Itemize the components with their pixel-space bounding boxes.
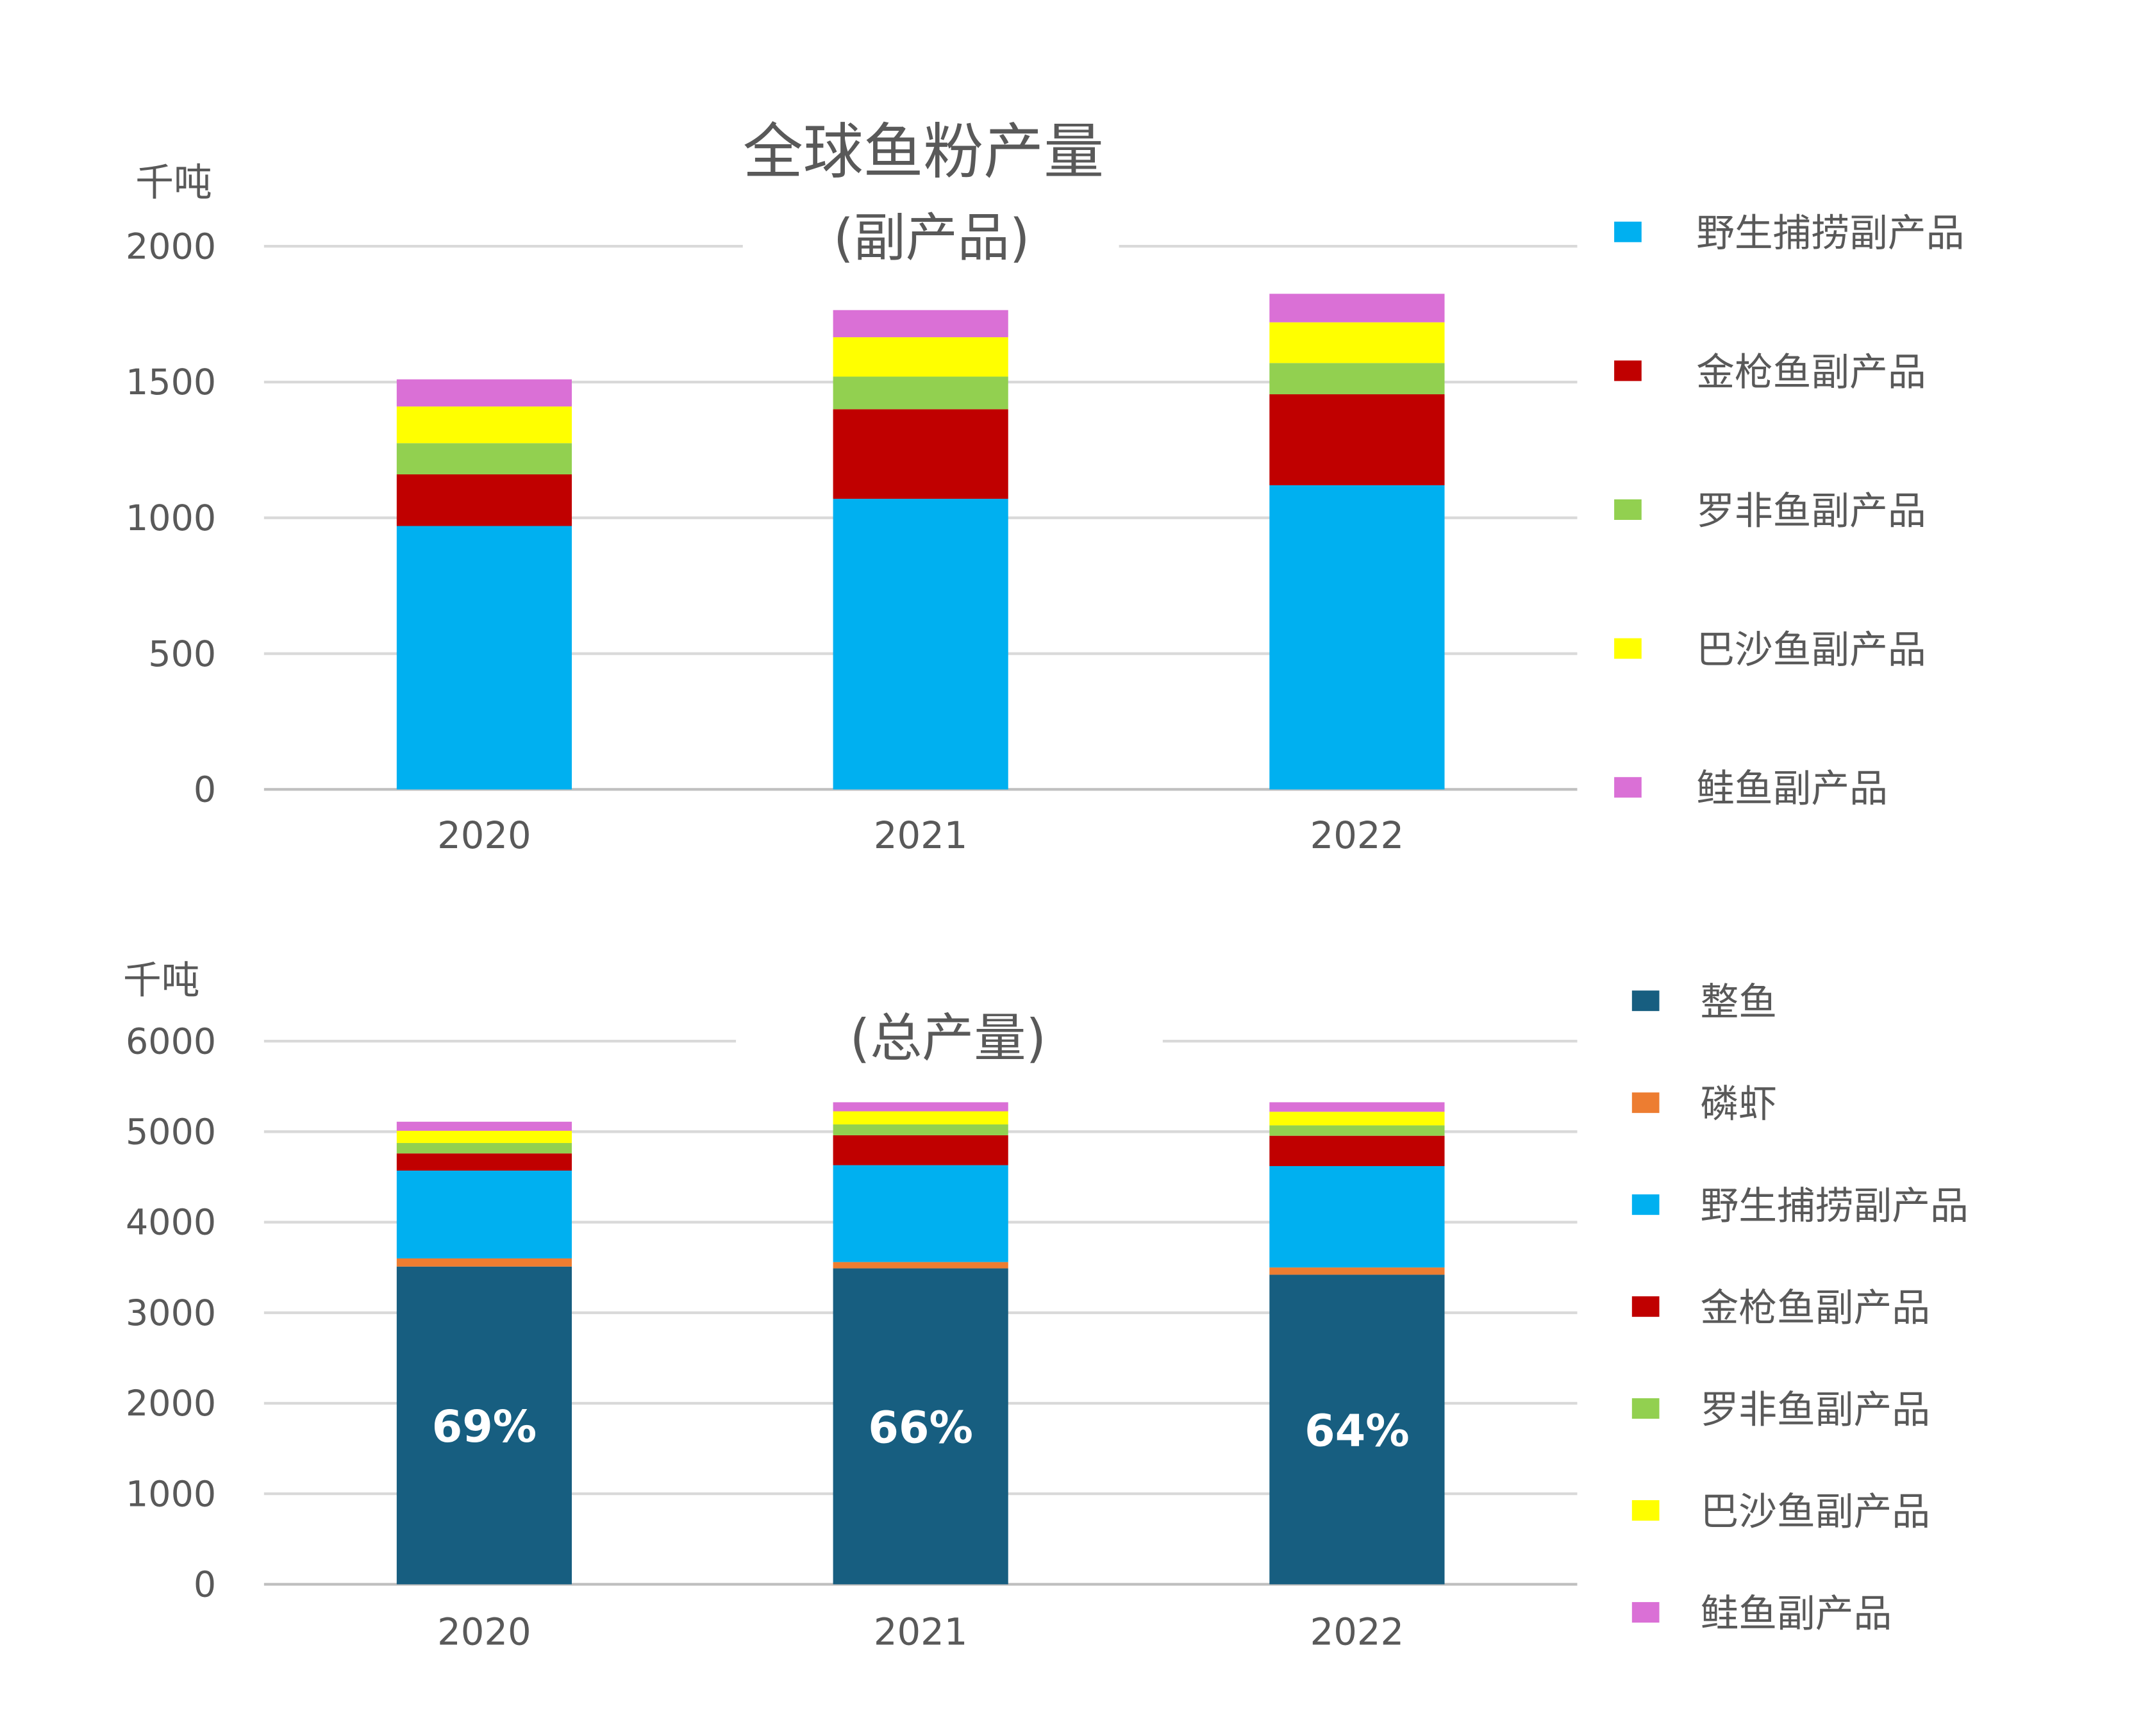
chart-byproducts: 0 500 1000 1500 2000 千吨 (副产品) 2020 2021 2022 野生捕捞副… (126, 161, 1964, 857)
bar-segment (1269, 322, 1445, 363)
legend-swatch (1631, 1194, 1660, 1215)
legend-label: 鲑鱼副产品 (1701, 1592, 1892, 1637)
legend-label: 罗非鱼副产品 (1701, 1389, 1930, 1433)
legend-label: 野生捕捞副产品 (1701, 1185, 1969, 1229)
legend-label: 野生捕捞副产品 (1696, 212, 1964, 256)
y-tick-label: 3000 (126, 1293, 216, 1334)
bar-segment (833, 1165, 1008, 1262)
bar-segment (396, 379, 572, 407)
legend-label: 鲑鱼副产品 (1696, 767, 1888, 812)
legend-label: 巴沙鱼副产品 (1696, 628, 1926, 672)
y-unit-label: 千吨 (123, 958, 200, 1003)
bar-segment (1269, 363, 1445, 395)
y-tick-label: 4000 (126, 1203, 216, 1244)
bar-segment (833, 1111, 1008, 1125)
legend-swatch (1614, 360, 1642, 381)
legend-swatch (1631, 1602, 1660, 1623)
x-tick-label: 2020 (437, 814, 531, 857)
x-tick-label: 2020 (437, 1610, 531, 1653)
bar-segment (1269, 1112, 1445, 1126)
x-tick-label: 2022 (1310, 1610, 1405, 1653)
bar-segment (1269, 1125, 1445, 1136)
bar-segment (833, 337, 1008, 377)
legend-swatch (1631, 1092, 1660, 1114)
bar-data-label: 69% (432, 1402, 537, 1453)
bar-segment (833, 310, 1008, 338)
chart-subtitle: (副产品) (833, 208, 1029, 269)
legend-swatch (1614, 777, 1642, 798)
bar-segment (833, 376, 1008, 410)
bar-segment (396, 1171, 572, 1259)
legend-swatch (1631, 1500, 1660, 1521)
y-tick-label: 6000 (126, 1021, 216, 1062)
chart-subtitle: (总产量) (850, 1009, 1046, 1069)
bar-segment (833, 1124, 1008, 1135)
legend-swatch (1631, 1296, 1660, 1317)
bar-segment (396, 474, 572, 526)
x-tick-label: 2022 (1310, 814, 1405, 857)
bar-segment (1269, 1267, 1445, 1275)
y-tick-label: 1000 (126, 1474, 216, 1515)
legend-swatch (1631, 1398, 1660, 1419)
bar-segment (396, 406, 572, 444)
legend-label: 巴沙鱼副产品 (1701, 1490, 1930, 1535)
bar-segment (1269, 394, 1445, 485)
legend-swatch (1614, 638, 1642, 659)
y-tick-label: 1500 (126, 362, 216, 403)
legend-swatch (1631, 990, 1660, 1012)
bar-segment (833, 1102, 1008, 1112)
y-tick-label: 2000 (126, 226, 216, 267)
bar-segment (396, 1153, 572, 1171)
bar-segment (396, 1258, 572, 1267)
bar-segment (1269, 1165, 1445, 1268)
bar-segment (1269, 1102, 1445, 1112)
y-tick-label: 5000 (126, 1112, 216, 1153)
chart-total-production: 0 1000 2000 3000 4000 5000 6000 千吨 (总产量) 2020 69% 2… (123, 958, 1969, 1653)
bar-segment (396, 1266, 572, 1585)
bar-segment (1269, 294, 1445, 322)
bar-segment (396, 526, 572, 790)
y-unit-label: 千吨 (135, 161, 212, 205)
legend-label: 整鱼 (1701, 981, 1778, 1025)
bar-segment (396, 443, 572, 475)
main-title: 全球鱼粉产量 (743, 117, 1104, 187)
legend-swatch (1614, 499, 1642, 520)
bar-segment (833, 1262, 1008, 1269)
x-tick-label: 2021 (874, 814, 968, 857)
bar-segment (833, 409, 1008, 499)
y-tick-label: 1000 (126, 498, 216, 539)
bar-segment (396, 1121, 572, 1131)
legend-swatch (1614, 221, 1642, 242)
y-tick-label: 500 (148, 634, 216, 675)
bar-segment (833, 499, 1008, 790)
legend-label: 罗非鱼副产品 (1696, 489, 1926, 533)
y-tick-label: 0 (194, 770, 216, 811)
y-tick-label: 0 (194, 1565, 216, 1606)
bar-segment (1269, 1135, 1445, 1166)
bar-segment (1269, 485, 1445, 790)
bar-segment (396, 1130, 572, 1143)
bar-segment (396, 1142, 572, 1154)
bar-data-label: 66% (868, 1403, 972, 1454)
bar-segment (833, 1135, 1008, 1165)
bar-segment (1269, 1274, 1445, 1585)
bar-data-label: 64% (1305, 1406, 1409, 1457)
legend-label: 金枪鱼副产品 (1701, 1287, 1930, 1331)
bar-segment (833, 1268, 1008, 1585)
x-tick-label: 2021 (874, 1610, 968, 1653)
legend-label: 金枪鱼副产品 (1696, 351, 1926, 395)
legend-label: 磷虾 (1701, 1083, 1778, 1127)
y-tick-label: 2000 (126, 1383, 216, 1424)
